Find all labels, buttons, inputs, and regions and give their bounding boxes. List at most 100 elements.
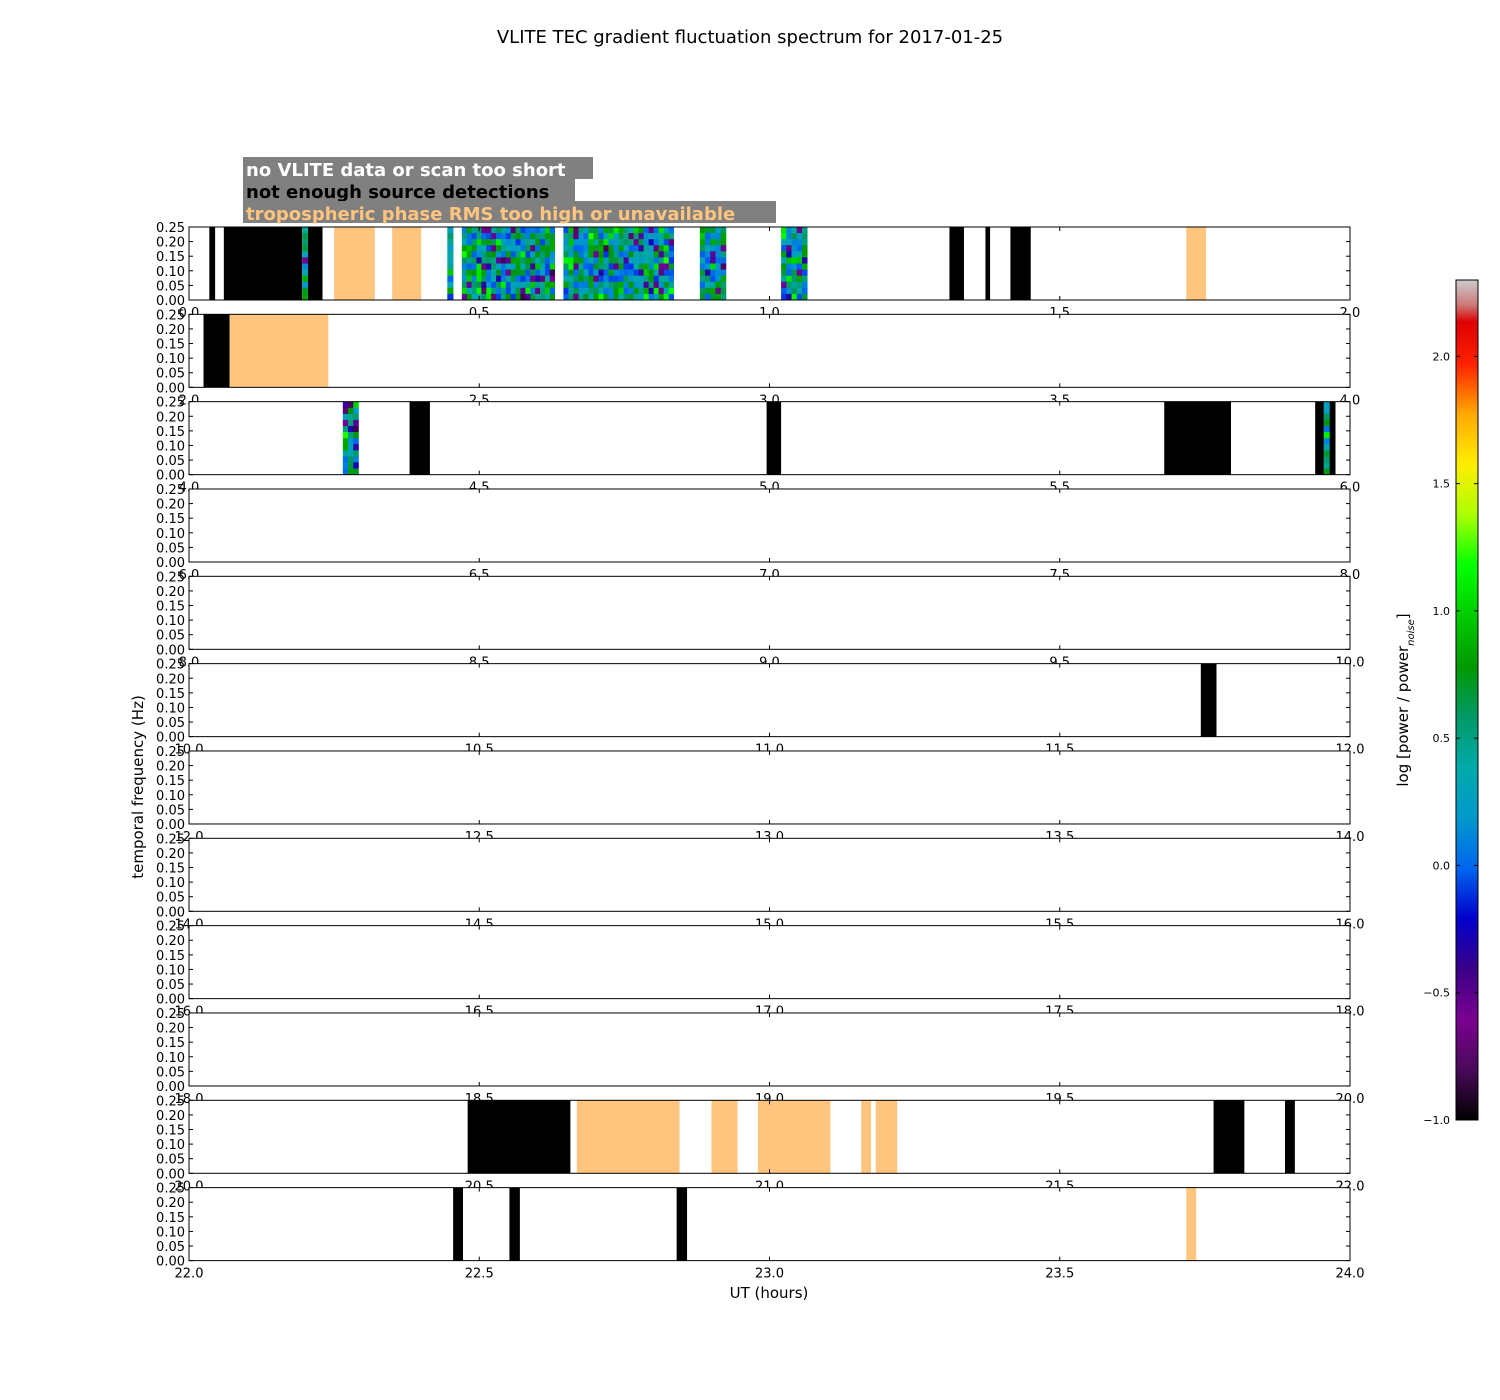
spectrum-cell: [544, 269, 551, 276]
spectrum-cell: [578, 269, 584, 276]
spectrum-cell: [648, 263, 654, 270]
spectrum-cell: [471, 251, 477, 258]
spectrum-cell: [618, 245, 624, 252]
spectrum-cell: [618, 281, 624, 289]
spectrum-cell: [786, 239, 792, 246]
colorbar: −1.0 −0.5 0.0 0.5 1.0 1.5 2.0: [1423, 279, 1479, 1127]
spectrum-cell: [481, 281, 487, 289]
spectrum-cell: [540, 275, 546, 283]
spectrum-cell: [720, 263, 727, 270]
spectrum-cell: [461, 227, 468, 234]
spectrum-cell: [705, 281, 711, 289]
spectrum-cell: [720, 251, 727, 258]
spectrum-cell: [573, 275, 579, 283]
spectrum-cell: [515, 257, 521, 264]
spectrum-cell: [466, 287, 472, 295]
y-tick-label: 0.15: [156, 1211, 185, 1226]
spectrum-cell: [588, 269, 594, 276]
spectrum-cell: [302, 275, 309, 283]
spectrum-cell: [471, 275, 477, 283]
spectrum-cell: [663, 233, 669, 240]
spectrum-cell: [505, 275, 512, 283]
panel: 0.000.050.100.150.200.250.0 0.5 1.0 1.5 2.0: [156, 221, 1360, 321]
spectrum-cell: [710, 287, 716, 295]
spectrum-cell: [515, 245, 521, 252]
spectrum-cell: [598, 245, 604, 252]
spectrum-cell: [705, 233, 711, 240]
spectrum-cell: [520, 269, 526, 276]
spectrum-cell: [563, 275, 569, 283]
spectrum-cell: [583, 263, 589, 270]
spectrum-cell: [573, 269, 579, 276]
spectrum-cell: [643, 227, 649, 234]
x-tick-label: 22.5: [465, 1267, 494, 1282]
panel: 0.000.050.100.150.200.252.0 2.5 3.0 3.5 4.0: [156, 308, 1360, 408]
spectrum-cell: [648, 251, 654, 258]
spectrum-cell: [447, 281, 454, 289]
y-tick-label: 0.05: [156, 978, 185, 993]
spectrum-cell: [791, 293, 798, 301]
flag-block-black: [1164, 401, 1231, 475]
spectrum-cell: [786, 227, 792, 234]
spectrum-cell: [515, 233, 521, 240]
spectrum-cell: [568, 257, 574, 264]
spectrum-cell: [491, 239, 497, 246]
spectrum-cell: [471, 245, 477, 252]
spectrum-cell: [491, 257, 497, 264]
y-tick-label: 0.00: [156, 469, 185, 484]
y-tick-label: 0.10: [156, 352, 185, 367]
spectrum-cell: [353, 444, 359, 451]
spectrum-cell: [593, 233, 599, 240]
spectrum-cell: [302, 227, 309, 234]
spectrum-block: [699, 227, 727, 301]
spectrum-cell: [515, 251, 521, 258]
spectrum-cell: [540, 251, 546, 258]
spectrum-cell: [540, 287, 546, 295]
spectrum-cell: [461, 239, 468, 246]
spectrum-cell: [668, 293, 675, 301]
spectrum-cell: [466, 227, 472, 234]
spectrum-block: [781, 227, 808, 301]
spectrum-cell: [802, 227, 808, 234]
spectrum-cell: [653, 233, 659, 240]
spectrum-cell: [618, 227, 624, 234]
flag-block-black: [766, 401, 782, 475]
spectrum-cell: [530, 257, 536, 264]
spectrum-cell: [583, 257, 589, 264]
spectrum-cell: [583, 275, 589, 283]
spectrum-cell: [520, 275, 526, 283]
spectrum-cell: [710, 257, 716, 264]
spectrum-cell: [515, 269, 521, 276]
spectrum-cell: [786, 233, 792, 240]
spectrum-cell: [342, 444, 349, 451]
spectrum-cell: [510, 275, 516, 283]
spectrum-cell: [500, 233, 507, 240]
spectrum-cell: [515, 287, 521, 295]
spectrum-cell: [653, 227, 659, 234]
spectrum-cell: [638, 293, 644, 301]
spectrum-cell: [491, 233, 497, 240]
y-tick-label: 0.20: [156, 1022, 185, 1037]
spectrum-cell: [342, 425, 349, 433]
spectrum-cell: [710, 233, 716, 240]
spectrum-cell: [638, 245, 644, 252]
spectrum-cell: [1323, 462, 1330, 469]
y-tick-label: 0.20: [156, 1109, 185, 1124]
spectrum-cell: [588, 263, 594, 270]
spectrum-cell: [578, 263, 584, 270]
spectrum-cell: [540, 281, 546, 289]
spectrum-cell: [573, 233, 579, 240]
spectrum-cell: [791, 269, 798, 276]
spectrum-cell: [638, 239, 644, 246]
spectrum-cell: [1323, 425, 1330, 433]
y-tick-label: 0.05: [156, 541, 185, 556]
spectrum-cell: [486, 281, 492, 289]
spectrum-cell: [608, 269, 614, 276]
spectrum-cell: [573, 287, 579, 295]
legend-box: [243, 179, 575, 201]
spectrum-cell: [544, 233, 551, 240]
spectrum-cell: [348, 401, 354, 409]
spectrum-cell: [588, 251, 594, 258]
spectrum-cell: [618, 257, 624, 264]
spectrum-cell: [348, 462, 354, 469]
